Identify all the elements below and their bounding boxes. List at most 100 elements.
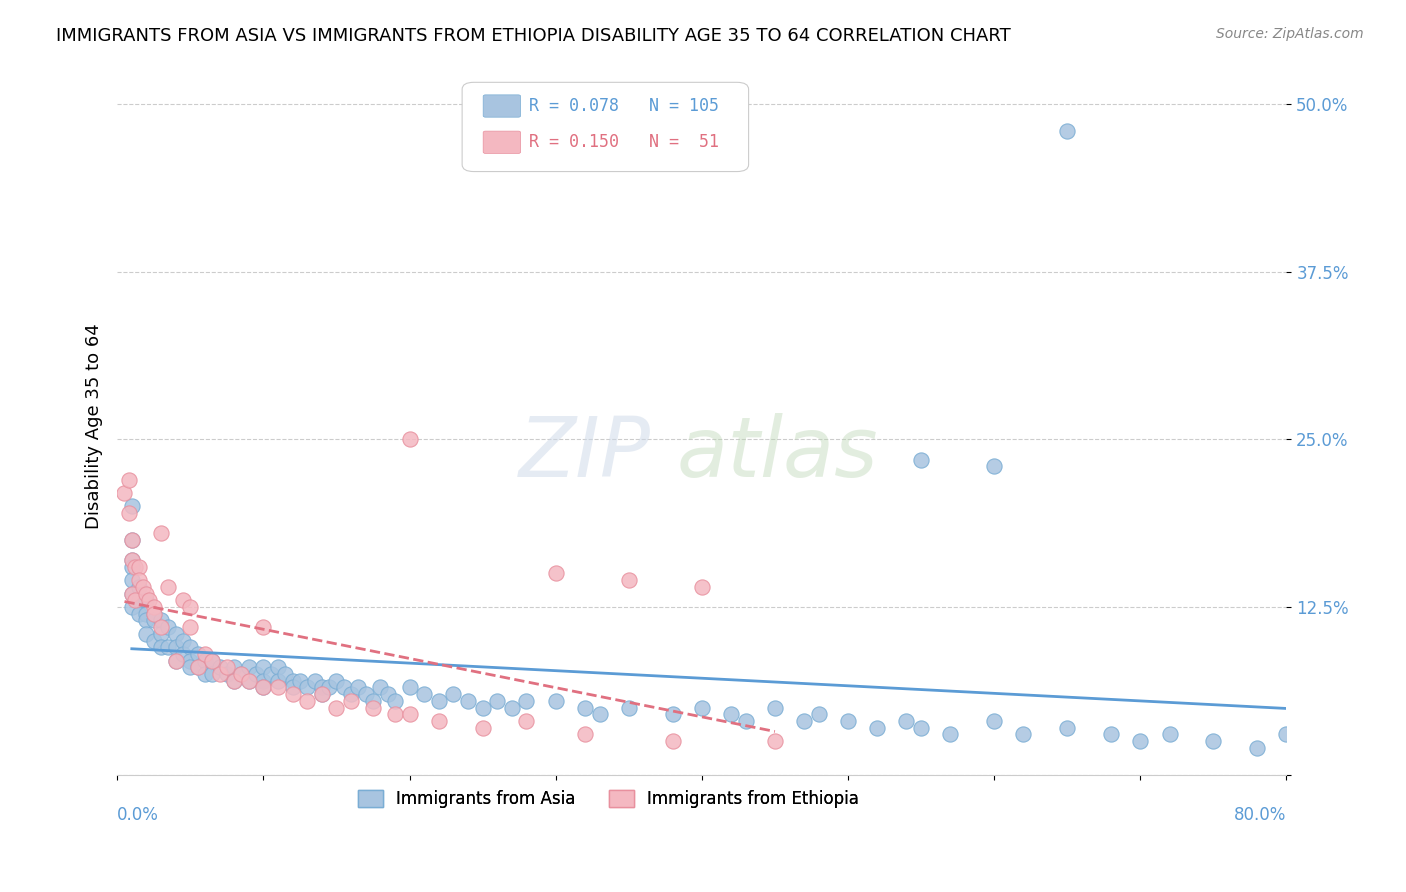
Point: [720, 707, 742, 722]
Point: [983, 459, 1005, 474]
Point: [325, 673, 347, 688]
Point: [574, 727, 596, 741]
Point: [1056, 721, 1078, 735]
Point: [121, 599, 143, 614]
Point: [252, 660, 274, 674]
Point: [194, 647, 217, 661]
Point: [208, 667, 231, 681]
Point: [983, 714, 1005, 728]
Y-axis label: Disability Age 35 to 64: Disability Age 35 to 64: [86, 323, 103, 529]
Point: [617, 700, 640, 714]
Text: ZIP: ZIP: [519, 413, 651, 494]
Point: [690, 700, 713, 714]
Point: [361, 700, 384, 714]
Point: [1129, 734, 1152, 748]
Point: [179, 640, 201, 655]
Point: [384, 707, 406, 722]
Point: [172, 593, 194, 607]
Point: [224, 660, 246, 674]
Point: [288, 673, 311, 688]
Point: [1159, 727, 1181, 741]
Point: [114, 486, 136, 500]
Point: [574, 700, 596, 714]
Point: [910, 721, 932, 735]
Point: [128, 559, 150, 574]
Point: [165, 654, 187, 668]
Text: 80.0%: 80.0%: [1234, 806, 1286, 824]
Point: [368, 681, 391, 695]
Point: [150, 627, 173, 641]
Point: [201, 654, 224, 668]
Point: [939, 727, 962, 741]
Point: [1099, 727, 1122, 741]
Point: [150, 614, 173, 628]
Point: [231, 667, 253, 681]
Point: [1012, 727, 1035, 741]
Point: [1275, 727, 1298, 741]
Point: [1056, 124, 1078, 138]
Point: [165, 627, 187, 641]
Point: [121, 559, 143, 574]
Point: [471, 721, 494, 735]
Point: [132, 580, 155, 594]
Point: [128, 607, 150, 621]
Text: R = 0.150   N =  51: R = 0.150 N = 51: [529, 133, 718, 152]
Point: [179, 620, 201, 634]
Point: [427, 694, 450, 708]
Point: [661, 707, 683, 722]
Point: [457, 694, 479, 708]
Point: [661, 734, 683, 748]
Point: [135, 593, 157, 607]
Point: [267, 673, 290, 688]
Point: [588, 707, 610, 722]
Point: [150, 640, 173, 655]
Point: [544, 694, 567, 708]
Point: [121, 553, 143, 567]
Point: [124, 593, 146, 607]
Point: [121, 573, 143, 587]
Point: [281, 681, 304, 695]
Legend: Immigrants from Asia, Immigrants from Ethiopia: Immigrants from Asia, Immigrants from Et…: [352, 783, 866, 815]
Point: [231, 667, 253, 681]
Point: [260, 667, 283, 681]
Point: [690, 580, 713, 594]
Point: [304, 673, 326, 688]
Point: [121, 586, 143, 600]
Point: [501, 700, 523, 714]
FancyBboxPatch shape: [484, 95, 520, 117]
Point: [311, 681, 333, 695]
Point: [121, 586, 143, 600]
Point: [150, 526, 173, 541]
Point: [179, 654, 201, 668]
Point: [398, 707, 420, 722]
Point: [135, 586, 157, 600]
Point: [121, 500, 143, 514]
Point: [763, 734, 786, 748]
Point: [398, 681, 420, 695]
Point: [734, 714, 756, 728]
Point: [1202, 734, 1225, 748]
Point: [157, 580, 180, 594]
Point: [295, 681, 318, 695]
Point: [201, 654, 224, 668]
Point: [252, 673, 274, 688]
Point: [281, 673, 304, 688]
Point: [866, 721, 889, 735]
Point: [187, 660, 209, 674]
Point: [471, 700, 494, 714]
Point: [157, 640, 180, 655]
Point: [340, 694, 363, 708]
Point: [135, 627, 157, 641]
Point: [215, 660, 238, 674]
Point: [121, 553, 143, 567]
Point: [763, 700, 786, 714]
Point: [224, 673, 246, 688]
Point: [340, 687, 363, 701]
Point: [238, 673, 260, 688]
Point: [142, 607, 165, 621]
Text: atlas: atlas: [678, 413, 879, 494]
Point: [384, 694, 406, 708]
Point: [281, 687, 304, 701]
Text: Source: ZipAtlas.com: Source: ZipAtlas.com: [1216, 27, 1364, 41]
Point: [252, 681, 274, 695]
